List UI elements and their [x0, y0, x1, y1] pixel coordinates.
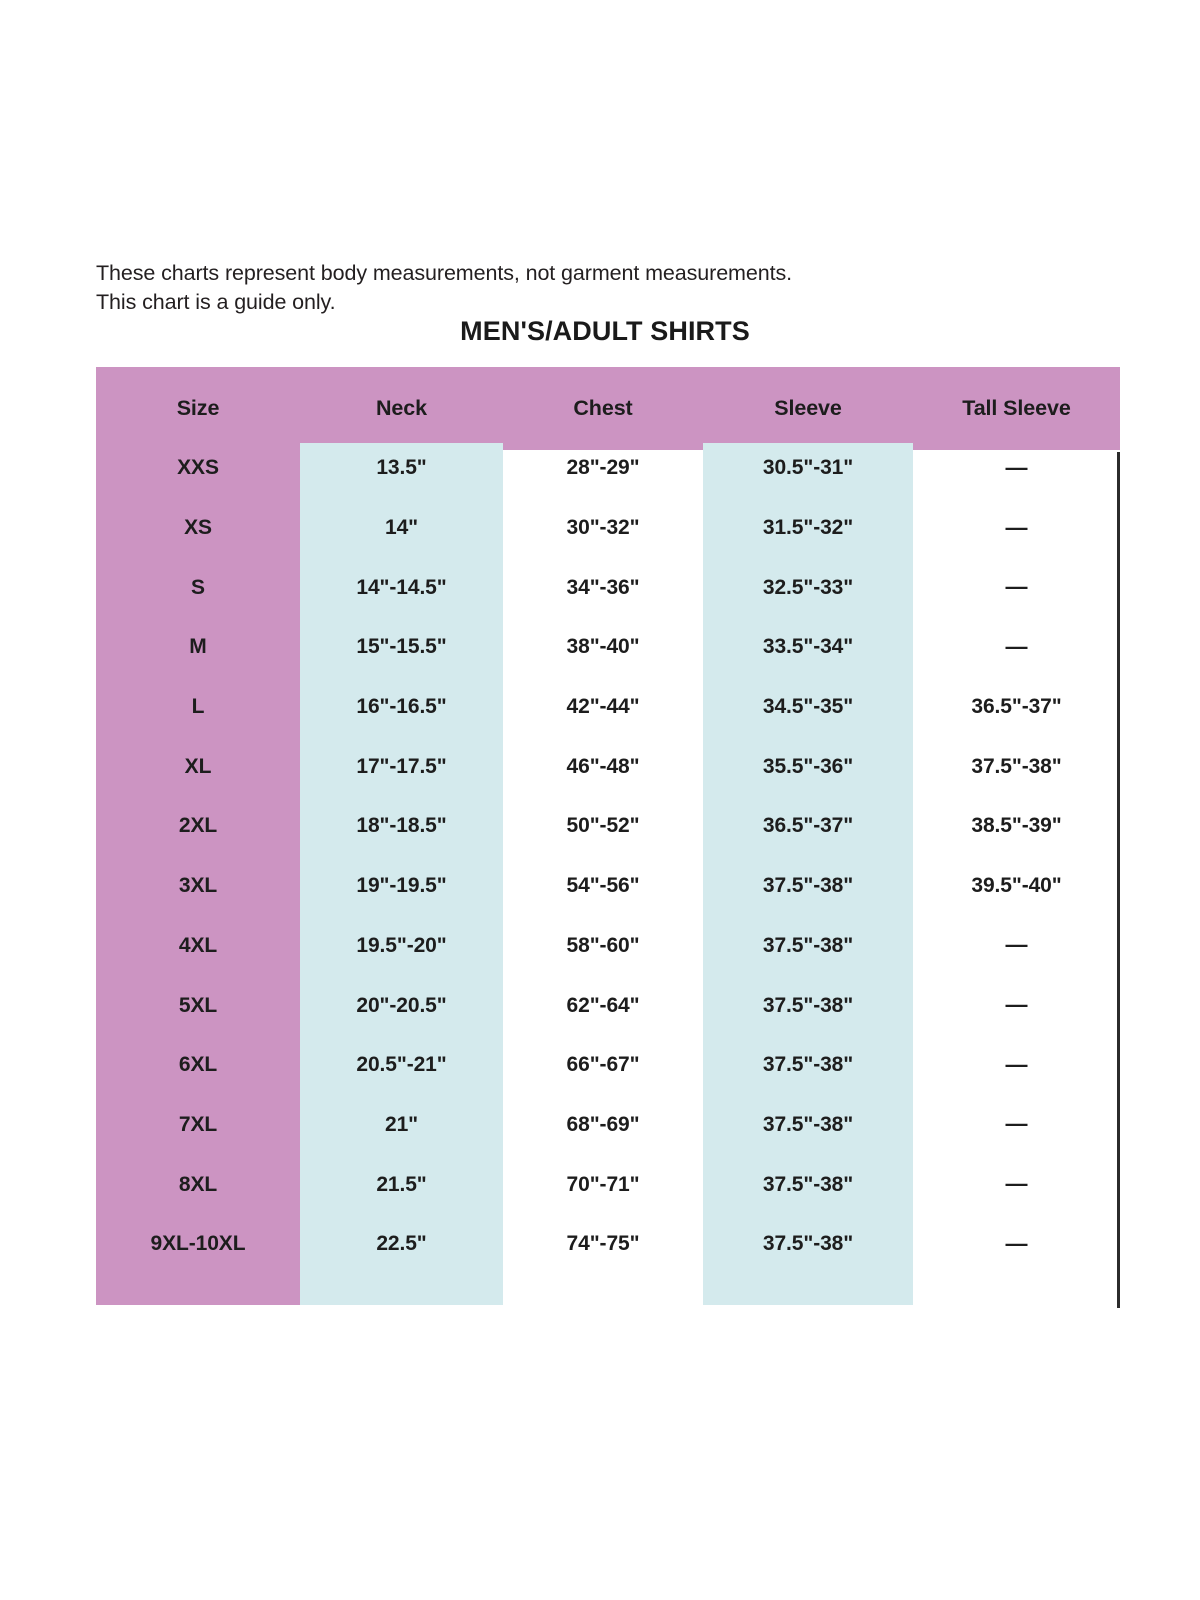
cell-tall: 36.5"-37": [971, 695, 1062, 719]
cell-sleeve: 33.5"-34": [762, 635, 854, 659]
cell-size: 3XL: [178, 874, 218, 898]
cell-chest: 42"-44": [566, 695, 640, 719]
cell-sleeve: 31.5"-32": [762, 516, 854, 540]
cell-chest: 28"-29": [566, 456, 640, 480]
table-right-rule: [1117, 452, 1120, 1308]
cell-neck: 16"-16.5": [356, 695, 447, 719]
table-row: 6XL 20.5"-21" 66"-67" 37.5"-38" —: [96, 1035, 1120, 1095]
cell-chest: 30"-32": [566, 516, 640, 540]
table-row: 7XL 21" 68"-69" 37.5"-38" —: [96, 1095, 1120, 1155]
cell-size: XL: [184, 754, 212, 778]
table-row: XL 17"-17.5" 46"-48" 35.5"-36" 37.5"-38": [96, 736, 1120, 796]
cell-neck: 20.5"-21": [356, 1053, 447, 1077]
cell-size: 2XL: [178, 814, 218, 838]
cell-chest: 46"-48": [566, 754, 640, 778]
sleeve-column-band: [703, 443, 913, 1305]
cell-tall: —: [1005, 454, 1028, 480]
cell-tall: —: [1005, 633, 1028, 659]
table-row: 4XL 19.5"-20" 58"-60" 37.5"-38" —: [96, 916, 1120, 976]
cell-sleeve: 37.5"-38": [762, 1053, 854, 1077]
cell-size: XXS: [177, 456, 219, 480]
cell-size: 8XL: [178, 1172, 218, 1196]
table-row: 2XL 18"-18.5" 50"-52" 36.5"-37" 38.5"-39": [96, 796, 1120, 856]
cell-size: 9XL-10XL: [150, 1232, 246, 1256]
column-header-sleeve: Sleeve: [774, 395, 842, 420]
cell-chest: 58"-60": [566, 933, 640, 957]
table-row: XS 14" 30"-32" 31.5"-32" —: [96, 498, 1120, 558]
cell-sleeve: 37.5"-38": [762, 874, 854, 898]
cell-tall: 38.5"-39": [971, 814, 1062, 838]
cell-neck: 21.5": [376, 1172, 427, 1196]
neck-column-band: [300, 443, 503, 1305]
cell-chest: 70"-71": [566, 1172, 640, 1196]
cell-tall: —: [1005, 932, 1028, 958]
cell-size: 7XL: [178, 1112, 218, 1136]
cell-neck: 13.5": [376, 456, 427, 480]
cell-neck: 17"-17.5": [356, 754, 447, 778]
cell-chest: 38"-40": [566, 635, 640, 659]
table-row: M 15"-15.5" 38"-40" 33.5"-34" —: [96, 617, 1120, 677]
cell-sleeve: 36.5"-37": [762, 814, 854, 838]
cell-size: 5XL: [178, 993, 218, 1017]
table-body: XXS 13.5" 28"-29" 30.5"-31" — XS 14" 30"-32" 31.…: [96, 438, 1120, 1274]
cell-sleeve: 34.5"-35": [762, 695, 854, 719]
cell-sleeve: 37.5"-38": [762, 1112, 854, 1136]
cell-size: 4XL: [178, 933, 218, 957]
column-header-neck: Neck: [376, 395, 427, 420]
cell-size: XS: [184, 516, 212, 540]
cell-tall: —: [1005, 992, 1028, 1018]
cell-neck: 15"-15.5": [356, 635, 447, 659]
cell-neck: 18"-18.5": [356, 814, 447, 838]
table-row: 8XL 21.5" 70"-71" 37.5"-38" —: [96, 1154, 1120, 1214]
cell-tall: 39.5"-40": [971, 874, 1062, 898]
cell-chest: 54"-56": [566, 874, 640, 898]
table-row: 5XL 20"-20.5" 62"-64" 37.5"-38" —: [96, 975, 1120, 1035]
cell-neck: 22.5": [376, 1232, 427, 1256]
cell-tall: 37.5"-38": [971, 754, 1062, 778]
cell-tall: —: [1005, 1111, 1028, 1137]
cell-sleeve: 37.5"-38": [762, 993, 854, 1017]
cell-size: L: [191, 695, 205, 719]
chart-title: MEN'S/ADULT SHIRTS: [460, 316, 750, 346]
cell-tall: —: [1005, 1051, 1028, 1077]
cell-neck: 14"-14.5": [356, 575, 447, 599]
cell-sleeve: 35.5"-36": [762, 754, 854, 778]
size-chart-table: Size Neck Chest Sleeve Tall Sleeve XXS 13.5" 2…: [96, 367, 1120, 1312]
measurement-disclaimer: These charts represent body measurements…: [96, 261, 792, 314]
cell-chest: 62"-64": [566, 993, 640, 1017]
cell-neck: 20"-20.5": [356, 993, 447, 1017]
cell-tall: —: [1005, 1171, 1028, 1197]
cell-sleeve: 37.5"-38": [762, 1172, 854, 1196]
cell-sleeve: 32.5"-33": [762, 575, 854, 599]
table-row: 3XL 19"-19.5" 54"-56" 37.5"-38" 39.5"-40": [96, 856, 1120, 916]
cell-neck: 19.5"-20": [356, 933, 447, 957]
cell-neck: 14": [384, 516, 418, 540]
cell-neck: 21": [384, 1112, 418, 1136]
table-row: L 16"-16.5" 42"-44" 34.5"-35" 36.5"-37": [96, 677, 1120, 737]
cell-sleeve: 37.5"-38": [762, 933, 854, 957]
table-header-row: Size Neck Chest Sleeve Tall Sleeve: [96, 367, 1120, 450]
table-row: 9XL-10XL 22.5" 74"-75" 37.5"-38" —: [96, 1214, 1120, 1274]
cell-tall: —: [1005, 1230, 1028, 1256]
table-row: XXS 13.5" 28"-29" 30.5"-31" —: [96, 438, 1120, 498]
cell-chest: 68"-69": [566, 1112, 640, 1136]
column-header-size: Size: [176, 395, 220, 420]
cell-tall: —: [1005, 574, 1028, 600]
cell-tall: —: [1005, 514, 1028, 540]
cell-sleeve: 30.5"-31": [762, 456, 854, 480]
cell-size: 6XL: [178, 1053, 218, 1077]
cell-size: S: [191, 575, 205, 599]
size-column-band: [96, 367, 300, 1305]
cell-chest: 66"-67": [566, 1053, 640, 1077]
cell-chest: 74"-75": [566, 1232, 640, 1256]
cell-neck: 19"-19.5": [356, 874, 447, 898]
cell-chest: 50"-52": [566, 814, 640, 838]
cell-chest: 34"-36": [566, 575, 640, 599]
column-header-chest: Chest: [573, 395, 633, 420]
column-header-tall: Tall Sleeve: [962, 395, 1071, 420]
cell-sleeve: 37.5"-38": [762, 1232, 854, 1256]
cell-size: M: [189, 635, 207, 659]
table-row: S 14"-14.5" 34"-36" 32.5"-33" —: [96, 557, 1120, 617]
